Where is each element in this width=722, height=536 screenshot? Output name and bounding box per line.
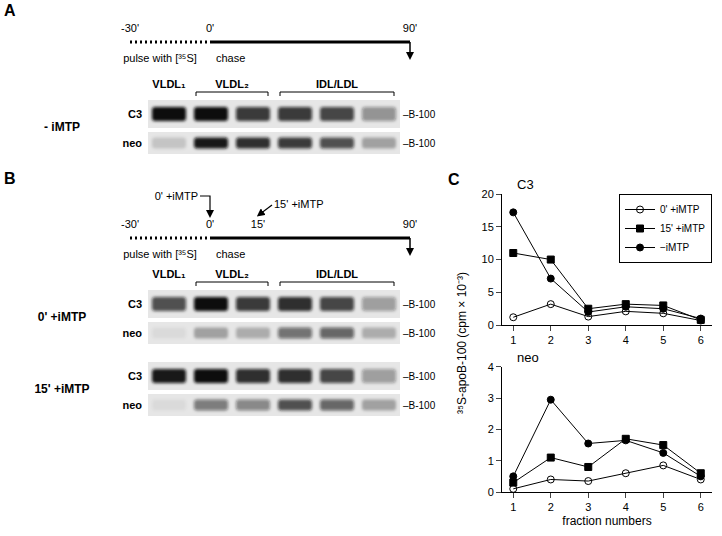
svg-text:neo: neo bbox=[122, 137, 142, 149]
svg-text:-30': -30' bbox=[121, 218, 139, 230]
svg-text:C: C bbox=[448, 171, 460, 188]
svg-text:C3: C3 bbox=[517, 177, 534, 192]
svg-text:3: 3 bbox=[585, 334, 591, 346]
svg-text:4: 4 bbox=[623, 334, 629, 346]
svg-text:1: 1 bbox=[488, 455, 494, 467]
svg-text:–B-100: –B-100 bbox=[403, 109, 436, 120]
svg-text:–B-100: –B-100 bbox=[403, 400, 436, 411]
svg-text:C3: C3 bbox=[128, 370, 142, 382]
svg-text:4: 4 bbox=[488, 361, 494, 373]
svg-text:90': 90' bbox=[403, 218, 417, 230]
svg-text:90': 90' bbox=[403, 22, 417, 34]
svg-text:–B-100: –B-100 bbox=[403, 371, 436, 382]
svg-text:IDL/LDL: IDL/LDL bbox=[316, 268, 358, 280]
svg-text:VLDL₁: VLDL₁ bbox=[152, 78, 186, 90]
svg-text:neo: neo bbox=[122, 327, 142, 339]
svg-text:fraction numbers: fraction numbers bbox=[562, 514, 651, 528]
svg-text:6: 6 bbox=[698, 501, 704, 513]
svg-text:10: 10 bbox=[482, 253, 494, 265]
svg-text:0': 0' bbox=[206, 22, 214, 34]
svg-text:chase: chase bbox=[216, 52, 245, 64]
svg-text:³⁵S-apoB-100 (cpm × 10⁻³): ³⁵S-apoB-100 (cpm × 10⁻³) bbox=[455, 272, 469, 414]
svg-text:15' +iMTP: 15' +iMTP bbox=[660, 223, 705, 234]
svg-text:0: 0 bbox=[488, 486, 494, 498]
svg-text:- iMTP: - iMTP bbox=[44, 120, 80, 134]
svg-text:VLDL₁: VLDL₁ bbox=[152, 268, 186, 280]
svg-text:VLDL₂: VLDL₂ bbox=[215, 268, 249, 280]
svg-text:C3: C3 bbox=[128, 108, 142, 120]
svg-text:0' +iMTP: 0' +iMTP bbox=[155, 190, 198, 202]
svg-text:15' +iMTP: 15' +iMTP bbox=[34, 382, 89, 396]
svg-text:pulse with [³⁵S]: pulse with [³⁵S] bbox=[123, 248, 197, 260]
svg-text:−iMTP: −iMTP bbox=[660, 242, 690, 253]
svg-text:0' +iMTP: 0' +iMTP bbox=[38, 310, 87, 324]
svg-text:chase: chase bbox=[216, 248, 245, 260]
svg-text:-30': -30' bbox=[121, 22, 139, 34]
svg-text:VLDL₂: VLDL₂ bbox=[215, 78, 249, 90]
svg-text:–B-100: –B-100 bbox=[403, 299, 436, 310]
svg-text:pulse with [³⁵S]: pulse with [³⁵S] bbox=[123, 52, 197, 64]
svg-text:IDL/LDL: IDL/LDL bbox=[316, 78, 358, 90]
svg-text:15: 15 bbox=[482, 221, 494, 233]
svg-text:B: B bbox=[4, 170, 16, 187]
svg-text:15' +iMTP: 15' +iMTP bbox=[274, 198, 323, 210]
svg-text:neo: neo bbox=[122, 399, 142, 411]
svg-text:2: 2 bbox=[488, 423, 494, 435]
svg-text:2: 2 bbox=[548, 334, 554, 346]
svg-text:5: 5 bbox=[488, 286, 494, 298]
svg-text:0: 0 bbox=[488, 319, 494, 331]
svg-text:0' +iMTP: 0' +iMTP bbox=[660, 204, 700, 215]
svg-text:15': 15' bbox=[251, 218, 265, 230]
svg-text:–B-100: –B-100 bbox=[403, 328, 436, 339]
svg-text:C3: C3 bbox=[128, 298, 142, 310]
svg-text:5: 5 bbox=[660, 501, 666, 513]
svg-text:0': 0' bbox=[206, 218, 214, 230]
svg-text:3: 3 bbox=[585, 501, 591, 513]
svg-text:3: 3 bbox=[488, 392, 494, 404]
svg-text:20: 20 bbox=[482, 188, 494, 200]
svg-text:1: 1 bbox=[510, 501, 516, 513]
svg-text:–B-100: –B-100 bbox=[403, 138, 436, 149]
svg-text:neo: neo bbox=[517, 350, 539, 365]
svg-text:5: 5 bbox=[660, 334, 666, 346]
svg-text:A: A bbox=[4, 2, 16, 19]
svg-text:2: 2 bbox=[548, 501, 554, 513]
svg-text:6: 6 bbox=[698, 334, 704, 346]
svg-text:4: 4 bbox=[623, 501, 629, 513]
svg-text:1: 1 bbox=[510, 334, 516, 346]
